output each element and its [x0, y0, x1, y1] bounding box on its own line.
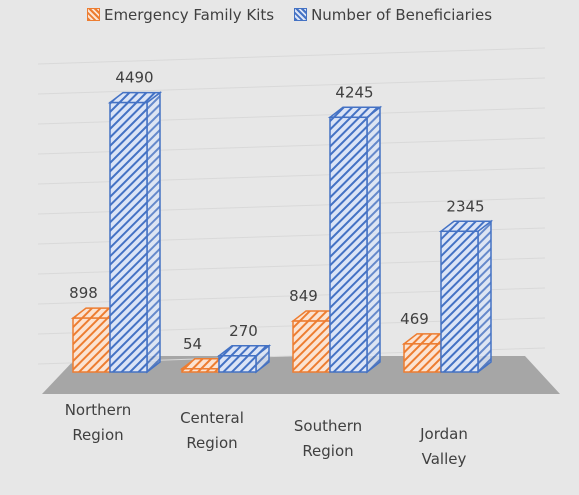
bar-front	[440, 230, 479, 373]
legend-label: Emergency Family Kits	[103, 6, 275, 24]
bar-front	[292, 320, 331, 373]
grid-line	[37, 77, 546, 95]
x-tick-label: Centeral Region	[180, 409, 244, 452]
bar	[107, 91, 163, 374]
legend-swatch	[86, 8, 100, 21]
data-label: 898	[69, 284, 98, 302]
bar-front	[218, 355, 257, 373]
x-tick-label: Jordan Valley	[420, 425, 468, 468]
bar-front	[403, 343, 442, 373]
data-label: 469	[400, 310, 429, 328]
bar	[216, 344, 272, 374]
x-tick-label: Northern Region	[64, 401, 132, 444]
legend-swatch	[294, 8, 308, 21]
bar-front	[329, 116, 368, 373]
legend-label: Number of Beneficiaries	[311, 6, 493, 24]
data-label: 2345	[446, 197, 484, 215]
bar-side	[146, 91, 161, 374]
bar	[327, 105, 383, 374]
data-label: 270	[229, 322, 258, 340]
legend: Emergency Family Kits Number of Beneficia…	[0, 6, 579, 24]
data-label: 54	[183, 335, 202, 353]
bar	[438, 219, 494, 374]
bar-front	[181, 368, 220, 373]
bar-side	[477, 219, 492, 374]
legend-entry: Emergency Family Kits	[86, 6, 275, 24]
grid-line	[37, 47, 546, 65]
bar-front	[109, 101, 148, 373]
data-label: 849	[289, 287, 318, 305]
bar-front	[72, 317, 111, 373]
legend-entry: Number of Beneficiaries	[294, 6, 492, 24]
data-label: 4245	[335, 83, 373, 101]
data-label: 4490	[115, 69, 153, 87]
bar-side	[366, 105, 381, 374]
x-tick-label: Southern Region	[293, 417, 363, 460]
